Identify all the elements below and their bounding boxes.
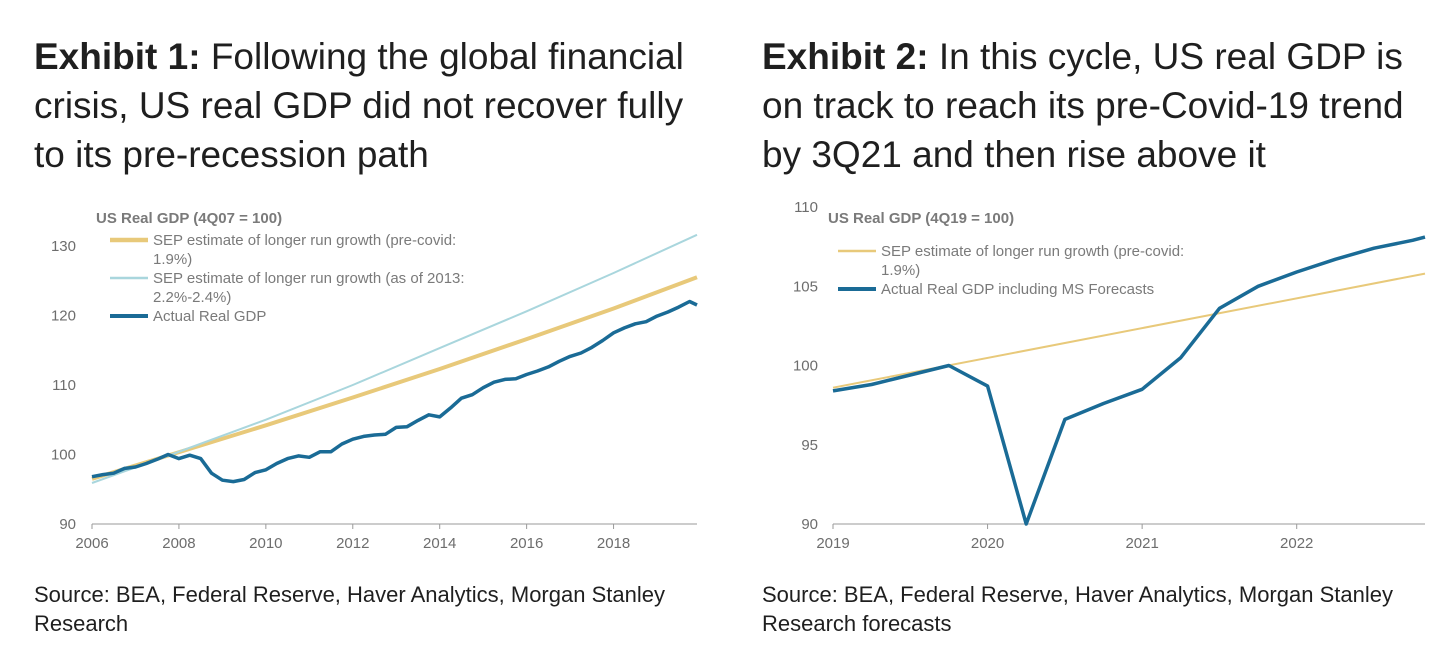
x-tick-label: 2022 xyxy=(1280,535,1313,552)
y-tick-label: 90 xyxy=(59,516,76,533)
exhibit-2: Exhibit 2: In this cycle, US real GDP is… xyxy=(728,0,1456,659)
x-tick-label: 2020 xyxy=(971,535,1004,552)
y-tick-label: 105 xyxy=(793,278,818,295)
y-tick-label: 110 xyxy=(794,199,818,216)
x-tick-label: 2019 xyxy=(816,535,849,552)
series-line-3 xyxy=(91,299,698,484)
y-tick-label: 90 xyxy=(801,516,818,533)
chart-title: US Real GDP (4Q07 = 100) xyxy=(96,210,282,227)
x-tick-label: 2006 xyxy=(75,535,108,552)
y-tick-label: 95 xyxy=(801,437,818,454)
x-tick-label: 2021 xyxy=(1125,535,1158,552)
x-tick-label: 2018 xyxy=(597,535,630,552)
exhibit-2-heading: Exhibit 2: In this cycle, US real GDP is… xyxy=(762,32,1452,179)
y-tick-label: 100 xyxy=(793,358,818,375)
exhibit-1-label: Exhibit 1: xyxy=(34,36,201,77)
legend-entry: SEP estimate of longer run growth (as of… xyxy=(153,270,465,287)
x-tick-label: 2012 xyxy=(336,535,369,552)
legend-entry: SEP estimate of longer run growth (pre-c… xyxy=(881,243,1184,260)
legend-entry: Actual Real GDP xyxy=(153,308,266,325)
y-tick-label: 100 xyxy=(51,446,76,463)
series-line-2 xyxy=(832,235,1426,526)
exhibit-1-chart: 2006 2008 2010 2012 2014 2016 2018 90 100 110 120 1… xyxy=(51,210,698,552)
x-tick-label: 2014 xyxy=(423,535,456,552)
x-tick-label: 2010 xyxy=(249,535,282,552)
x-tick-label: 2016 xyxy=(510,535,543,552)
legend-entry: Actual Real GDP including MS Forecasts xyxy=(881,281,1154,298)
legend-entry: 1.9%) xyxy=(881,262,920,279)
legend-entry: 1.9%) xyxy=(153,251,192,268)
series-line-2 xyxy=(91,233,698,484)
exhibit-1-heading: Exhibit 1: Following the global financia… xyxy=(34,32,724,179)
y-tick-label: 130 xyxy=(51,238,76,255)
exhibit-2-source: Source: BEA, Federal Reserve, Haver Anal… xyxy=(762,582,1393,636)
chart-title: US Real GDP (4Q19 = 100) xyxy=(828,210,1014,227)
legend-entry: 2.2%-2.4%) xyxy=(153,289,231,306)
exhibit-2-title: In this cycle, US real GDP is on track t… xyxy=(762,36,1404,175)
exhibit-1: Exhibit 1: Following the global financia… xyxy=(34,32,724,636)
y-tick-label: 120 xyxy=(51,307,76,324)
y-tick-label: 110 xyxy=(52,377,76,394)
x-tick-label: 2008 xyxy=(162,535,195,552)
exhibit-2-chart: 2019 2020 2021 2022 90 95 100 105 110 US Real GDP… xyxy=(793,199,1426,552)
exhibit-1-title: Following the global financial crisis, U… xyxy=(34,36,684,175)
exhibit-2-label: Exhibit 2: xyxy=(762,36,929,77)
legend-entry: SEP estimate of longer run growth (pre-c… xyxy=(153,232,456,249)
exhibit-1-source: Source: BEA, Federal Reserve, Haver Anal… xyxy=(34,582,665,636)
